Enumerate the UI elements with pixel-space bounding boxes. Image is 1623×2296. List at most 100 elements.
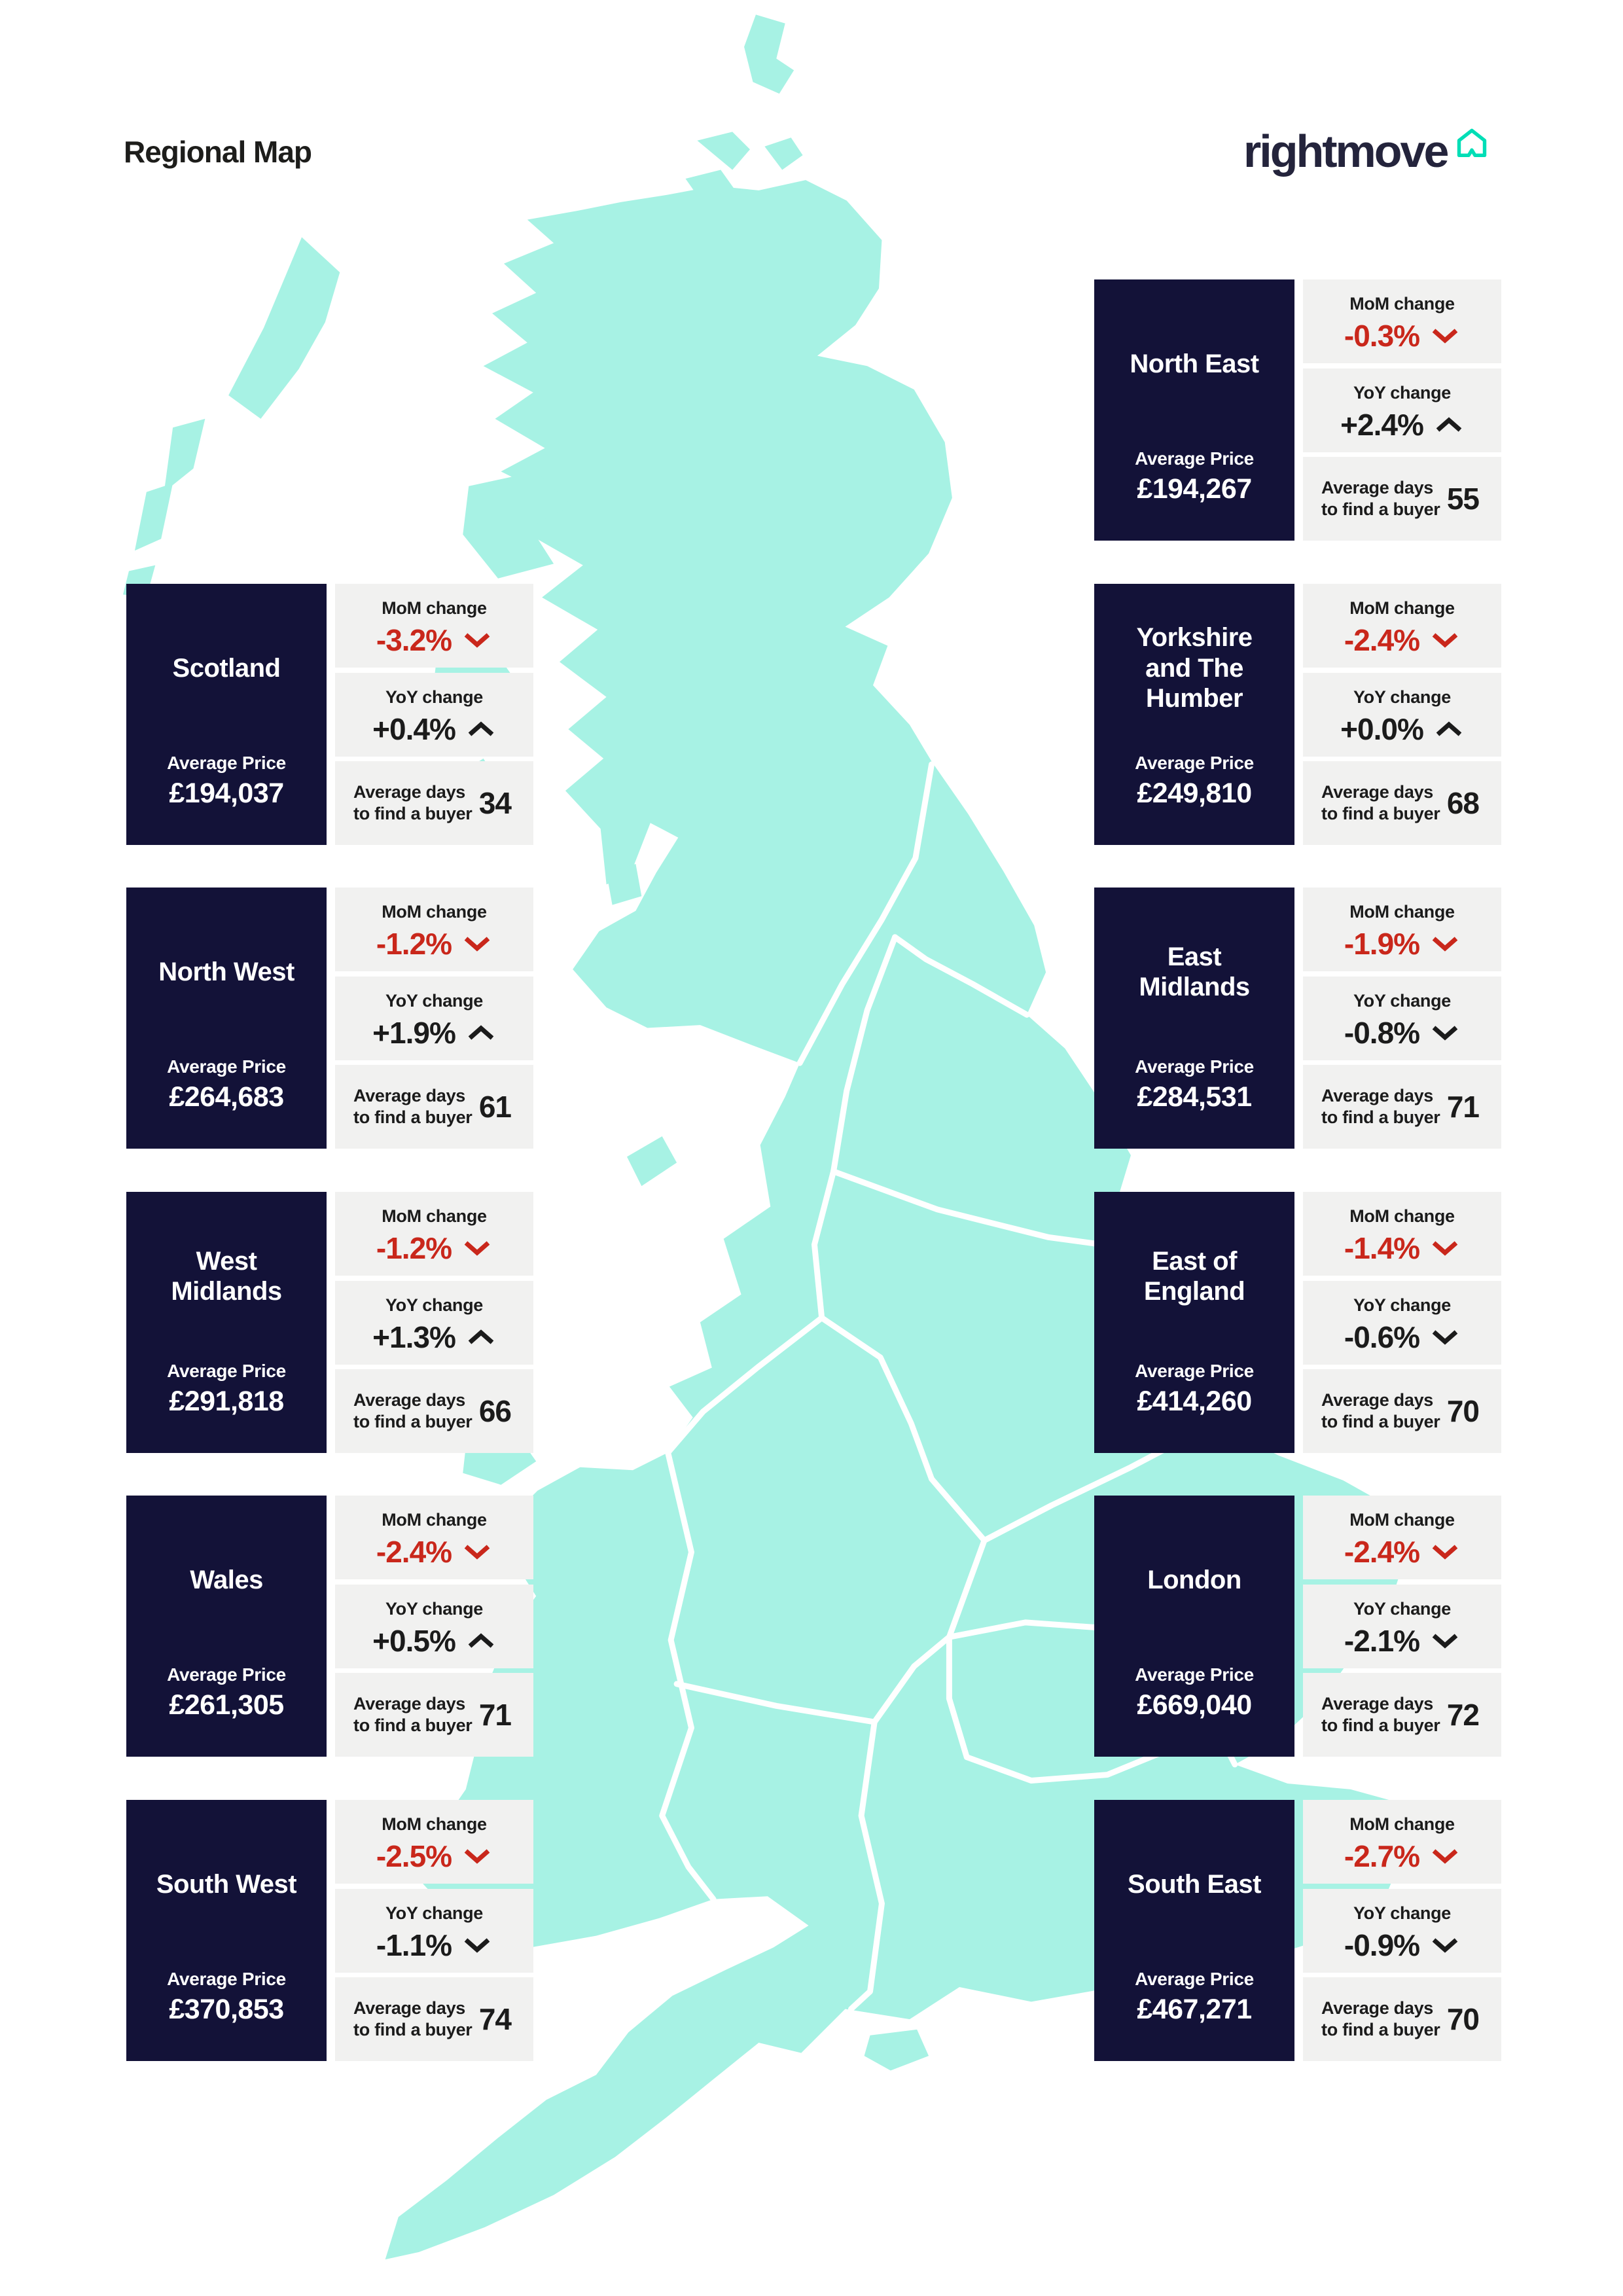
days-to-find-buyer-panel: Average days to find a buyer 66: [335, 1369, 533, 1453]
region-name: South East: [1128, 1869, 1261, 1899]
region-name-wrap: West Midlands: [126, 1192, 327, 1361]
average-price-label: Average Price: [167, 1664, 286, 1685]
average-price-value: £291,818: [169, 1386, 284, 1417]
region-summary-panel: East of England Average Price £414,260: [1094, 1192, 1294, 1453]
trend-down-icon: [1432, 633, 1458, 648]
days-label-line2: to find a buyer: [1321, 1107, 1440, 1127]
days-to-find-buyer-value: 66: [478, 1394, 512, 1428]
days-to-find-buyer-panel: Average days to find a buyer 70: [1303, 1977, 1501, 2061]
region-summary-panel: West Midlands Average Price £291,818: [126, 1192, 327, 1453]
mom-change-label: MoM change: [382, 1206, 487, 1226]
region-name-wrap: London: [1094, 1496, 1294, 1664]
mom-change-value-row: -1.2%: [376, 926, 492, 961]
average-price-value: £264,683: [169, 1081, 284, 1113]
yoy-change-panel: YoY change -0.9%: [1303, 1888, 1501, 1973]
average-price-block: Average Price £264,683: [167, 1056, 286, 1149]
days-to-find-buyer-value: 70: [1446, 1394, 1480, 1428]
yoy-change-label: YoY change: [385, 990, 484, 1011]
yoy-change-value-row: -0.6%: [1344, 1319, 1460, 1355]
days-to-find-buyer-panel: Average days to find a buyer 71: [1303, 1065, 1501, 1149]
yoy-change-label: YoY change: [385, 687, 484, 707]
yoy-change-value: -2.1%: [1344, 1623, 1420, 1658]
region-card: Yorkshire and The Humber Average Price £…: [1094, 584, 1623, 845]
trend-down-icon: [1432, 1937, 1458, 1953]
region-stats-column: MoM change -2.4% YoY change -2.1% Averag…: [1303, 1496, 1501, 1757]
yoy-change-value: +0.4%: [372, 711, 456, 746]
yoy-change-value-row: +0.5%: [372, 1623, 496, 1659]
region-card: South West Average Price £370,853 MoM ch…: [126, 1800, 853, 2061]
region-card: North East Average Price £194,267 MoM ch…: [1094, 279, 1623, 541]
region-name: South West: [156, 1869, 297, 1899]
yoy-change-label: YoY change: [385, 1295, 484, 1315]
region-stats-column: MoM change -1.2% YoY change +1.3% Averag…: [335, 1192, 533, 1453]
days-to-find-buyer-label: Average days to find a buyer: [353, 1085, 473, 1128]
days-to-find-buyer-value: 70: [1446, 2002, 1480, 2036]
yoy-change-value: +2.4%: [1340, 407, 1424, 442]
region-stats-column: MoM change -2.5% YoY change -1.1% Averag…: [335, 1800, 533, 2061]
region-summary-panel: Scotland Average Price £194,037: [126, 584, 327, 845]
yoy-change-value-row: +0.4%: [372, 711, 496, 747]
average-price-block: Average Price £669,040: [1135, 1664, 1254, 1757]
region-name-wrap: Wales: [126, 1496, 327, 1664]
days-to-find-buyer-value: 71: [478, 1698, 512, 1732]
average-price-label: Average Price: [1135, 448, 1254, 469]
days-to-find-buyer-label: Average days to find a buyer: [1321, 1390, 1440, 1433]
region-summary-panel: East Midlands Average Price £284,531: [1094, 888, 1294, 1149]
yoy-change-value-row: -0.8%: [1344, 1015, 1460, 1050]
yoy-change-panel: YoY change +2.4%: [1303, 368, 1501, 452]
trend-down-icon: [464, 1937, 490, 1953]
yoy-change-panel: YoY change -2.1%: [1303, 1584, 1501, 1668]
trend-up-icon: [468, 721, 494, 736]
days-to-find-buyer-label: Average days to find a buyer: [1321, 1693, 1440, 1736]
mom-change-panel: MoM change -2.5%: [335, 1800, 533, 1884]
trend-down-icon: [464, 1545, 490, 1560]
average-price-block: Average Price £261,305: [167, 1664, 286, 1757]
mom-change-value: -2.4%: [1344, 1535, 1420, 1569]
region-card: East of England Average Price £414,260 M…: [1094, 1192, 1623, 1453]
yoy-change-value-row: +2.4%: [1340, 407, 1464, 442]
average-price-label: Average Price: [1135, 1361, 1254, 1381]
region-name: West Midlands: [171, 1246, 282, 1306]
region-name: North East: [1130, 349, 1259, 378]
mom-change-value: -1.4%: [1344, 1231, 1420, 1265]
days-label-line2: to find a buyer: [353, 2020, 473, 2039]
mom-change-value: -3.2%: [376, 623, 452, 657]
average-price-label: Average Price: [1135, 753, 1254, 773]
region-name-wrap: North West: [126, 888, 327, 1056]
yoy-change-value-row: +1.3%: [372, 1319, 496, 1355]
trend-up-icon: [468, 1632, 494, 1648]
mom-change-value-row: -2.5%: [376, 1839, 492, 1874]
mom-change-label: MoM change: [1349, 1814, 1455, 1834]
days-label-line1: Average days: [1321, 782, 1434, 802]
days-to-find-buyer-label: Average days to find a buyer: [1321, 1998, 1440, 2041]
mom-change-value-row: -3.2%: [376, 622, 492, 658]
region-name-wrap: North East: [1094, 279, 1294, 448]
yoy-change-panel: YoY change +1.3%: [335, 1280, 533, 1365]
trend-down-icon: [1432, 1849, 1458, 1864]
mom-change-value-row: -2.4%: [376, 1534, 492, 1570]
days-label-line1: Average days: [1321, 1086, 1434, 1106]
average-price-label: Average Price: [167, 753, 286, 773]
mom-change-label: MoM change: [1349, 1510, 1455, 1530]
region-name: Wales: [190, 1565, 263, 1594]
mom-change-value: -2.4%: [1344, 623, 1420, 657]
region-summary-panel: Wales Average Price £261,305: [126, 1496, 327, 1757]
days-to-find-buyer-value: 71: [1446, 1090, 1480, 1124]
mom-change-panel: MoM change -0.3%: [1303, 279, 1501, 363]
trend-up-icon: [1436, 721, 1462, 736]
days-to-find-buyer-label: Average days to find a buyer: [353, 781, 473, 825]
yoy-change-label: YoY change: [385, 1598, 484, 1619]
average-price-label: Average Price: [1135, 1969, 1254, 1989]
region-stats-column: MoM change -1.4% YoY change -0.6% Averag…: [1303, 1192, 1501, 1453]
yoy-change-value: +1.9%: [372, 1015, 456, 1050]
days-to-find-buyer-panel: Average days to find a buyer 61: [335, 1065, 533, 1149]
mom-change-label: MoM change: [382, 1510, 487, 1530]
days-label-line1: Average days: [353, 1086, 466, 1106]
average-price-block: Average Price £284,531: [1135, 1056, 1254, 1149]
region-name-wrap: South West: [126, 1800, 327, 1969]
region-stats-column: MoM change -0.3% YoY change +2.4% Averag…: [1303, 279, 1501, 541]
trend-down-icon: [1432, 1633, 1458, 1649]
average-price-block: Average Price £249,810: [1135, 753, 1254, 845]
yoy-change-label: YoY change: [385, 1903, 484, 1923]
